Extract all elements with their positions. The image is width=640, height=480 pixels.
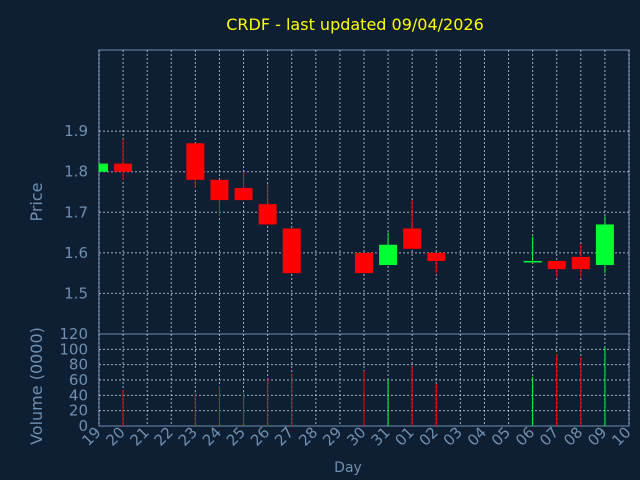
candle-31 [379,232,398,266]
candle-09 [595,216,614,274]
day-tick-label: 01 [392,423,418,449]
day-tick-label: 10 [608,423,634,449]
day-tick-label: 22 [151,423,177,449]
day-tick-label: 20 [102,423,128,449]
day-tick-label: 28 [295,423,321,449]
candle-26 [258,183,277,225]
volume-tick-label: 60 [69,371,88,389]
day-tick-label: 31 [367,423,393,449]
candle-body [355,252,373,274]
candle-body [571,256,590,270]
candle-27 [282,228,301,274]
price-tick-label: 1.9 [64,122,88,140]
candle-24 [210,179,229,217]
price-panel: 1.5 1.6 1.7 1.8 1.9 [64,49,630,335]
candle-body [99,163,108,172]
candle-body [595,224,614,266]
volume-axis-label: Volume (0000) [27,327,46,445]
day-tick-label: 26 [247,423,273,449]
candle-01 [403,200,422,249]
day-tick-label: 07 [536,423,562,449]
volume-tick-label: 120 [59,325,88,343]
candle-body [282,228,301,274]
candle-body [186,143,205,180]
candle-body [234,187,253,201]
volume-tick-label: 20 [69,402,88,420]
price-tick-label: 1.5 [64,284,88,302]
chart-title: CRDF - last updated 09/04/2026 [226,15,484,34]
candle-body [210,179,229,201]
volume-tick-label: 100 [59,340,88,358]
day-tick-label: 23 [175,423,201,449]
day-tick-label: 06 [512,423,538,449]
candle-body [258,204,277,225]
candle-23 [186,143,205,188]
volume-tick-label: 0 [78,417,88,435]
candle-07 [547,260,566,278]
volume-tick-label: 80 [69,356,88,374]
day-tick-label: 25 [223,423,249,449]
candle-body [379,244,398,266]
candle-body [547,260,566,270]
day-tick-label: 24 [199,423,225,449]
day-tick-label: 30 [343,423,369,449]
day-tick-label: 02 [416,423,442,449]
candle-08 [571,244,590,278]
day-tick-label: 03 [440,423,466,449]
price-tick-label: 1.6 [64,244,88,262]
candle-body [523,260,542,263]
candle-19 [98,163,108,172]
day-tick-label: 21 [127,423,153,449]
day-tick-label: 08 [560,423,586,449]
candle-body [427,252,446,261]
candle-06 [523,236,542,263]
volume-tick-label: 40 [69,386,88,404]
candle-02 [427,252,446,274]
candle-body [114,163,133,172]
candle-body [403,228,422,249]
price-axis-label: Price [27,182,46,221]
day-axis: 1920212223242526272829303101020304050607… [78,423,634,449]
candle-20 [114,139,133,180]
day-tick-label: 29 [319,423,345,449]
price-tick-label: 1.7 [64,203,88,221]
day-tick-label: 04 [464,423,490,449]
day-tick-label: 09 [584,423,610,449]
candle-25 [234,171,253,201]
day-tick-label: 05 [488,423,514,449]
price-tick-label: 1.8 [64,163,88,181]
day-tick-label: 27 [271,423,297,449]
day-axis-label: Day [334,460,362,476]
candle-30 [355,252,373,274]
